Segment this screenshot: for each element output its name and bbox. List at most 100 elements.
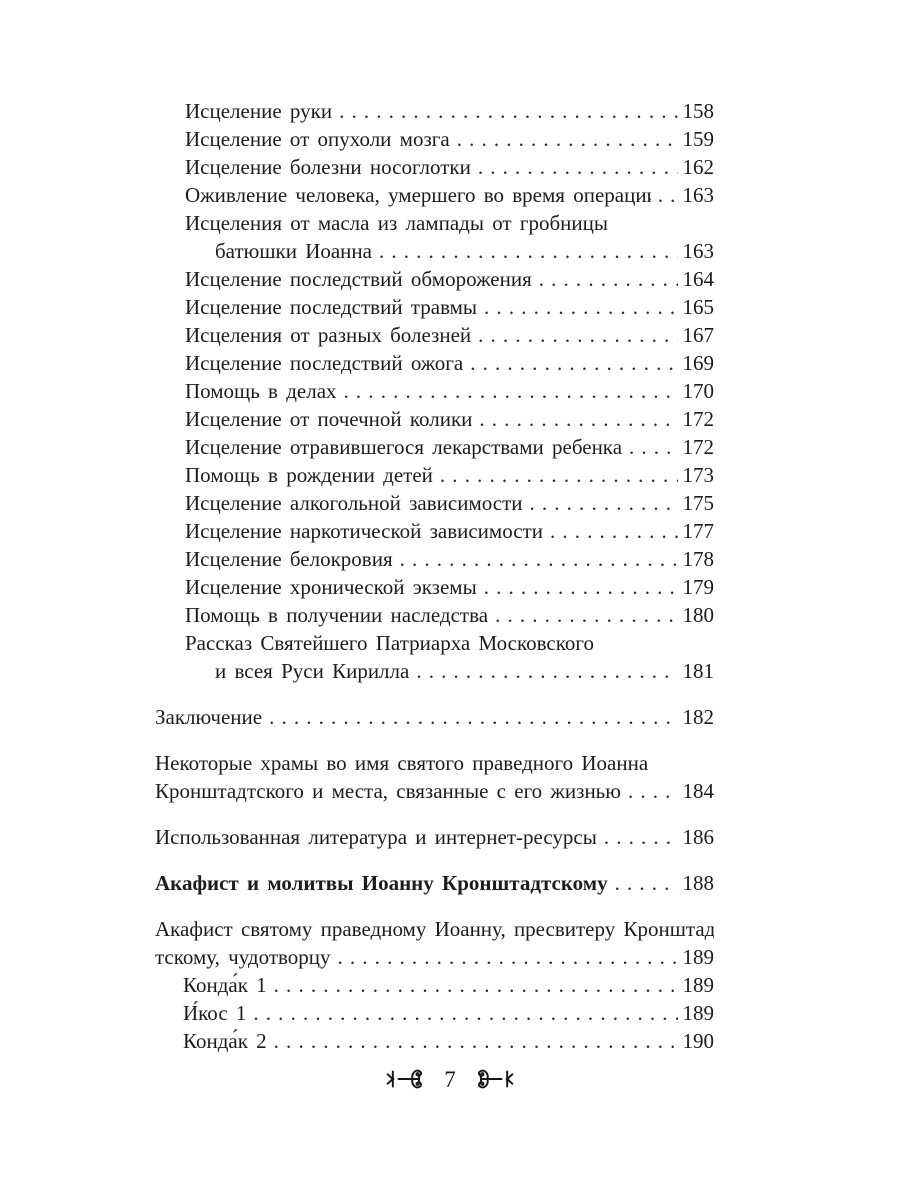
toc-entry-line: Рассказ Святейшего Патриарха Московского xyxy=(185,629,714,657)
dot-leader xyxy=(478,153,678,181)
toc-page-ref: 163 xyxy=(682,239,715,263)
toc-entry-title: Исцеление от почечной колики xyxy=(185,407,473,431)
toc-entry-line: Исцеление наркотической зависимости 177 xyxy=(185,517,714,545)
toc-entry-line: Исцеление от почечной колики 172 xyxy=(185,405,714,433)
toc-page-ref: 182 xyxy=(682,705,715,729)
dot-leader xyxy=(628,777,678,805)
dot-leader xyxy=(457,125,678,153)
toc-entry-title: Исцеление руки xyxy=(185,99,333,123)
toc-page-ref: 172 xyxy=(682,435,715,459)
toc-entry-line: Акафист и молитвы Иоанну Кронштадтскому 1… xyxy=(155,869,714,897)
toc-entry: Исцеление последствий ожога 169 xyxy=(155,349,714,377)
dot-leader xyxy=(495,601,677,629)
toc-entry-line: Исцеление болезни носоглотки 162 xyxy=(185,153,714,181)
toc-entry: Исцеления от масла из лампады от гробниц… xyxy=(155,209,714,265)
toc-entry-line: Использованная литература и интернет-рес… xyxy=(155,823,714,851)
toc-entry-title: Помощь в делах xyxy=(185,379,337,403)
toc-page-ref: 190 xyxy=(682,1029,715,1053)
toc-entry: Исцеления от разных болезней 167 xyxy=(155,321,714,349)
dot-leader xyxy=(274,1027,678,1055)
dot-leader xyxy=(615,869,678,897)
toc-page-ref: 159 xyxy=(682,127,715,151)
toc-entry: Помощь в делах 170 xyxy=(155,377,714,405)
toc-entry-title: батюшки Иоанна xyxy=(215,239,372,263)
toc-entry-title: Помощь в рождении детей xyxy=(185,463,433,487)
toc-entry-line: Акафист святому праведному Иоанну, пресв… xyxy=(155,915,714,943)
toc-entry-title: Исцеление болезни носоглотки xyxy=(185,155,471,179)
fleuron-left-icon xyxy=(385,1064,425,1094)
toc-entry: Оживление человека, умершего во время оп… xyxy=(155,181,714,209)
toc-entry-line: Исцеления от разных болезней 167 xyxy=(185,321,714,349)
toc-entry-title: Конда́к 2 xyxy=(183,1029,267,1053)
toc-entry: Исцеление последствий травмы 165 xyxy=(155,293,714,321)
toc-entry-title: Исцеление хронической экземы xyxy=(185,575,477,599)
toc-entry-title: Оживление человека, умершего во время оп… xyxy=(185,183,651,207)
toc-entry-line: тскому, чудотворцу 189 xyxy=(155,943,714,971)
dot-leader xyxy=(416,657,677,685)
toc-page-ref: 177 xyxy=(682,519,715,543)
dot-leader xyxy=(339,97,677,125)
toc-entry-title: Исцеление последствий травмы xyxy=(185,295,478,319)
toc-entry-line: Некоторые храмы во имя святого праведног… xyxy=(155,749,714,777)
toc-page-ref: 172 xyxy=(682,407,715,431)
dot-leader xyxy=(440,461,678,489)
toc-entry-line: Конда́к 2 190 xyxy=(183,1027,714,1055)
dot-leader xyxy=(344,377,678,405)
toc-entry-title: И́кос 1 xyxy=(183,1001,247,1025)
toc-list: Исцеление руки158Исцеление от опухоли мо… xyxy=(155,97,714,1055)
toc-entry-title: Рассказ Святейшего Патриарха Московского xyxy=(185,631,594,655)
toc-page-ref: 163 xyxy=(682,183,715,207)
toc-entry: Исцеление наркотической зависимости 177 xyxy=(155,517,714,545)
toc-entry-title: Акафист и молитвы Иоанну Кронштадтскому xyxy=(155,871,608,895)
toc-entry: Конда́к 2 190 xyxy=(155,1027,714,1055)
dot-leader xyxy=(550,517,678,545)
toc-entry: Конда́к 1 189 xyxy=(155,971,714,999)
page-number: 7 xyxy=(444,1066,456,1092)
toc-page-ref: 167 xyxy=(682,323,715,347)
toc-entry-line: и всея Руси Кирилла 181 xyxy=(185,657,714,685)
toc-entry: Рассказ Святейшего Патриарха Московского… xyxy=(155,629,714,685)
toc-entry: И́кос 1 189 xyxy=(155,999,714,1027)
toc-entry: Исцеление от почечной колики 172 xyxy=(155,405,714,433)
toc-entry-title: Заключение xyxy=(155,705,263,729)
toc-entry-title: Исцеление отравившегося лекарствами ребе… xyxy=(185,435,623,459)
toc-entry-title: Исцеление белокровия xyxy=(185,547,393,571)
toc-entry-line: Исцеления от масла из лампады от гробниц… xyxy=(185,209,714,237)
toc-entry-line: Помощь в рождении детей 173 xyxy=(185,461,714,489)
toc-entry: Исцеление хронической экземы 179 xyxy=(155,573,714,601)
toc-entry-title: Исцеления от разных болезней xyxy=(185,323,472,347)
dot-leader xyxy=(478,321,677,349)
dot-leader xyxy=(269,703,677,731)
toc-entry: Исцеление белокровия 178 xyxy=(155,545,714,573)
toc-page-ref: 175 xyxy=(682,491,715,515)
toc-entry-line: Заключение 182 xyxy=(155,703,714,731)
dot-leader xyxy=(253,999,677,1027)
toc-page-ref: 158 xyxy=(682,99,715,123)
toc-page-ref: 179 xyxy=(682,575,715,599)
toc-page-ref: 181 xyxy=(682,659,715,683)
toc-entry: Исцеление алкогольной зависимости 175 xyxy=(155,489,714,517)
dot-leader xyxy=(539,265,678,293)
toc-page-ref: 162 xyxy=(682,155,715,179)
toc-entry: Акафист и молитвы Иоанну Кронштадтскому 1… xyxy=(155,869,714,897)
toc-page-ref: 184 xyxy=(682,779,715,803)
toc-entry: Заключение 182 xyxy=(155,703,714,731)
dot-leader xyxy=(484,293,677,321)
toc-entry-line: Исцеление последствий травмы 165 xyxy=(185,293,714,321)
toc-page-ref: 165 xyxy=(682,295,715,319)
toc-page-ref: 164 xyxy=(682,267,715,291)
toc-entry: Помощь в рождении детей 173 xyxy=(155,461,714,489)
toc-entry-title: Конда́к 1 xyxy=(183,973,267,997)
toc-page-ref: 169 xyxy=(682,351,715,375)
toc-page-ref: 188 xyxy=(682,871,715,895)
toc-entry-line: Исцеление последствий ожога 169 xyxy=(185,349,714,377)
toc-page-ref: 186 xyxy=(682,825,715,849)
toc-entry: Исцеление болезни носоглотки 162 xyxy=(155,153,714,181)
dot-leader xyxy=(530,489,678,517)
dot-leader xyxy=(604,823,678,851)
toc-entry: Исцеление отравившегося лекарствами ребе… xyxy=(155,433,714,461)
toc-entry-line: Конда́к 1 189 xyxy=(183,971,714,999)
dot-leader xyxy=(338,943,678,971)
dot-leader xyxy=(629,433,677,461)
toc-entry-title: Исцеления от масла из лампады от гробниц… xyxy=(185,211,608,235)
